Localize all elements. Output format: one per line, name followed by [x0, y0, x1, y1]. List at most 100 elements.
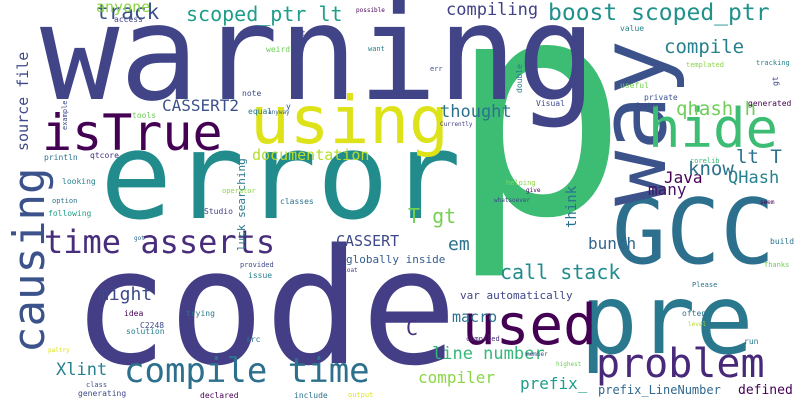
word-src: src: [246, 335, 261, 344]
word-seem: seem: [760, 199, 775, 206]
word-xlint: Xlint: [56, 360, 108, 380]
word-class: class: [86, 381, 108, 389]
word-following: following: [48, 209, 92, 218]
word-code: code: [72, 214, 458, 400]
word-whatsoever: whatsoever: [494, 197, 531, 204]
word-lt-t: lt T: [736, 146, 782, 168]
word-compiler: compiler: [418, 368, 496, 387]
word-helping: helping: [506, 179, 536, 187]
word-luck-searching: luck searching: [235, 158, 248, 251]
word-often: often: [682, 309, 707, 318]
word-include: include: [294, 391, 328, 400]
word-tracking: tracking: [756, 59, 790, 67]
word-macro: macro: [452, 308, 498, 326]
word-double: double: [515, 64, 524, 93]
word-idea: idea: [124, 309, 144, 318]
word-weird: weird: [266, 45, 291, 54]
word-give: give: [526, 187, 541, 194]
word-java: Java: [664, 168, 703, 187]
word-example: example: [61, 100, 69, 130]
word-member: member: [526, 351, 548, 358]
word-value: value: [620, 24, 645, 33]
word-afloat: afloat: [336, 267, 358, 274]
word-generating: generating: [78, 389, 127, 398]
word-run: run: [744, 337, 759, 346]
word-used: used: [462, 293, 597, 358]
word-cassert2: CASSERT2: [162, 96, 240, 115]
word-problem: problem: [596, 341, 765, 387]
word-trying: trying: [186, 309, 215, 318]
word-system: System: [636, 102, 658, 109]
word-y: y: [286, 102, 291, 111]
word-templated: templated: [686, 61, 724, 69]
word-scoped-ptr-lt: scoped_ptr lt: [186, 2, 343, 26]
word-might: might: [98, 284, 153, 305]
word-documentation: documentation: [252, 146, 370, 164]
word-anyway: anyway: [268, 109, 290, 116]
word-globally-inside: globally inside: [346, 253, 446, 266]
word-equal: equal: [248, 107, 273, 116]
word-qhash: QHash: [728, 168, 780, 188]
word-access: access: [114, 15, 143, 24]
word-visual: Visual: [536, 99, 565, 108]
word-thought: thought: [440, 102, 512, 122]
word-cassert: CASSERT: [336, 232, 400, 250]
word-c: C: [406, 316, 419, 340]
word-gcc: GCC: [612, 180, 775, 285]
word-operator: operator: [222, 187, 256, 195]
word-compiled: compiled: [466, 335, 500, 343]
word-studio: Studio: [204, 207, 233, 216]
word-var-automatically: var automatically: [460, 289, 573, 302]
word-compile-time: compile time: [124, 351, 370, 391]
word-note: note: [242, 89, 262, 98]
word-many: many: [648, 180, 687, 199]
word-hide: hide: [648, 97, 779, 160]
word-source-file: source file: [14, 52, 32, 152]
word-level: level: [688, 321, 707, 328]
word-declared: declared: [200, 391, 239, 400]
word-em: em: [448, 234, 470, 255]
word-output: output: [348, 391, 374, 399]
word-p: p: [448, 0, 629, 284]
word-time-asserts: time asserts: [44, 223, 276, 261]
word-defined: defined: [738, 383, 793, 398]
word-error: error: [100, 108, 462, 247]
word-warning: warning: [40, 0, 597, 131]
word-line-number: line number: [432, 344, 545, 364]
word-bunch: bunch: [588, 234, 637, 253]
word-boost-scoped-ptr: boost scoped_ptr: [548, 0, 770, 26]
word-possible: possible: [356, 7, 385, 14]
word-call-stack: call stack: [500, 260, 621, 284]
word-qt: qt: [296, 29, 306, 38]
word-highest: highest: [556, 361, 582, 368]
word-using: using: [250, 82, 449, 159]
word-qhash-h: qhash h: [676, 98, 757, 120]
word-build: build: [770, 237, 795, 246]
word-generated: generated: [748, 99, 792, 108]
word-private: private: [644, 93, 678, 102]
word-t-gt: T gt: [408, 204, 457, 228]
word-thanks: Thanks: [764, 261, 790, 269]
word-please: Please: [692, 281, 718, 289]
word-prefix-linenumber: prefix_LineNumber: [598, 383, 721, 397]
word-compiling: compiling: [446, 0, 539, 20]
word-err: err: [430, 65, 443, 73]
word-qtcore: qtcore: [90, 151, 119, 160]
word-classes: classes: [280, 197, 314, 206]
word-compile: compile: [664, 36, 745, 58]
word-istrue: isTrue: [42, 104, 223, 162]
word-think: think: [564, 186, 580, 229]
word-currently: Currently: [440, 121, 473, 128]
word-know: know: [688, 158, 734, 180]
word-paltry: paltry: [48, 347, 70, 354]
word-prefix: prefix_: [520, 374, 588, 393]
word-pre: pre: [580, 264, 754, 376]
word-solution: solution: [126, 327, 165, 336]
word-println: println: [44, 153, 78, 162]
word-x: x: [314, 352, 319, 360]
word-c2248: C2248: [140, 321, 165, 330]
word-tools: tools: [132, 111, 157, 120]
word-got: got: [134, 235, 145, 242]
word-want: want: [368, 45, 385, 53]
